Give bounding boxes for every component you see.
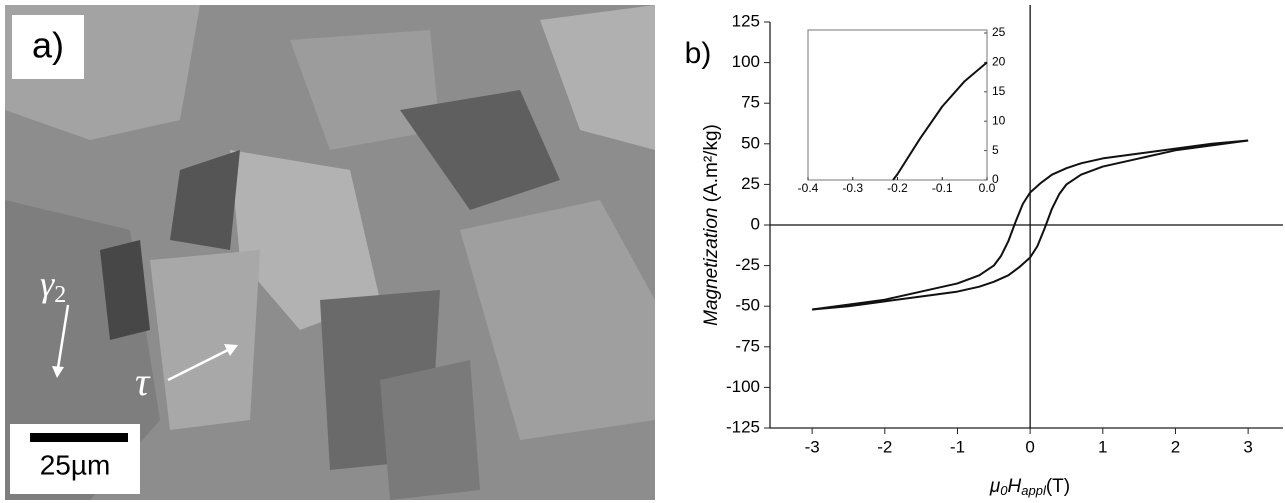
- y-label-main: Magnetization: [701, 208, 722, 326]
- x-tick-label: -1: [950, 437, 965, 456]
- y-tick-label: 5: [992, 143, 999, 157]
- y-tick-label: -25: [735, 255, 760, 274]
- x-tick-label: -3: [805, 437, 820, 456]
- x-label-h: H: [1008, 476, 1022, 497]
- data-line: [812, 139, 1249, 311]
- x-tick-label: 3: [1243, 437, 1252, 456]
- data-line: [812, 139, 1249, 311]
- grain: [150, 250, 260, 430]
- grain: [460, 200, 655, 440]
- grain: [380, 360, 480, 500]
- x-label-sub: appl: [1021, 483, 1047, 498]
- y-tick-label: 100: [732, 52, 760, 71]
- arrowhead: [224, 344, 238, 356]
- grain: [170, 150, 240, 250]
- gamma-symbol: γ: [40, 264, 55, 304]
- x-tick-label: 1: [1098, 437, 1107, 456]
- y-tick-label: 25: [992, 25, 1006, 39]
- y-tick-label: 125: [732, 11, 760, 30]
- y-tick-label: 20: [992, 55, 1006, 69]
- y-tick-label: 50: [741, 133, 760, 152]
- arrow: [56, 304, 70, 369]
- y-tick-label: -75: [735, 336, 760, 355]
- grain: [100, 240, 150, 340]
- grain: [290, 30, 440, 150]
- arrow: [167, 348, 229, 382]
- panel-label: b): [685, 37, 712, 70]
- y-tick-label: 0: [751, 214, 760, 233]
- x-label-mu: μ: [989, 476, 1001, 497]
- y-tick-label: 25: [741, 174, 760, 193]
- inset-frame: [807, 29, 988, 181]
- y-axis-label: Magnetization (A.m²/kg): [701, 124, 722, 326]
- x-tick-label: 0: [1025, 437, 1034, 456]
- y-tick-label: -100: [726, 377, 760, 396]
- y-tick-label: 0: [992, 172, 999, 186]
- x-tick-label: -2: [877, 437, 892, 456]
- y-label-unit: (A.m²/kg): [701, 124, 722, 202]
- gamma-label: γ2: [40, 264, 66, 307]
- x-label-unit: (T): [1046, 476, 1070, 497]
- scale-bar: [30, 433, 128, 442]
- grain: [230, 150, 380, 330]
- x-tick-label: -0.1: [932, 181, 953, 195]
- gamma-subscript: 2: [54, 282, 66, 308]
- x-tick-label: 2: [1171, 437, 1180, 456]
- y-tick-label: 15: [992, 84, 1006, 98]
- grain: [400, 90, 560, 210]
- y-tick-label: 10: [992, 113, 1006, 127]
- y-tick-label: 75: [741, 93, 760, 112]
- data-line: [892, 61, 988, 181]
- x-tick-label: -0.2: [887, 181, 908, 195]
- tau-label: τ: [135, 359, 151, 404]
- micrograph: a) γ2 τ 25µm: [5, 5, 655, 500]
- grain: [540, 5, 655, 150]
- x-label-sub: 0: [1000, 483, 1008, 498]
- x-tick-label: -0.4: [798, 181, 819, 195]
- x-axis-label: μ0Happl(T): [989, 476, 1070, 498]
- y-tick-label: -50: [735, 296, 760, 315]
- chart: b) Magnetization (A.m²/kg) μ0Happl(T): [685, 37, 1070, 499]
- x-tick-label: -0.3: [842, 181, 863, 195]
- scale-label: 25µm: [40, 449, 111, 480]
- y-tick-label: -125: [726, 417, 760, 436]
- arrowhead: [52, 366, 64, 378]
- label-box: [12, 15, 84, 79]
- x-tick-label: 0.0: [979, 181, 996, 195]
- panel-label: a): [32, 25, 64, 66]
